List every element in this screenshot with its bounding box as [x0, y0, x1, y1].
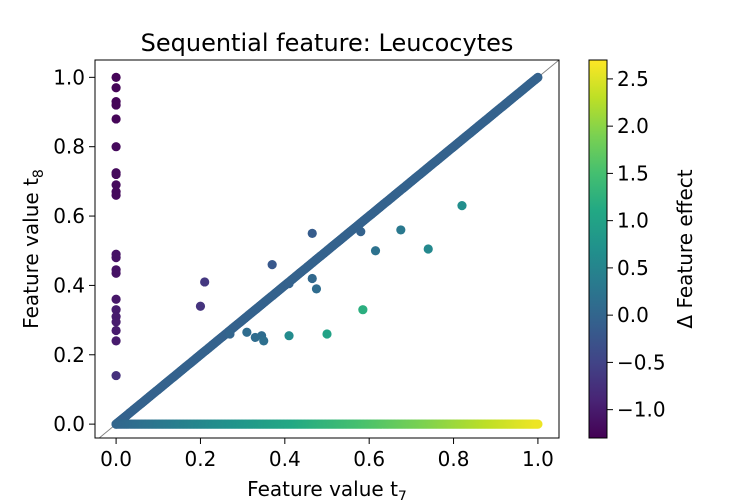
y-axis-label: Feature value t8: [19, 169, 47, 329]
scatter-point: [225, 329, 235, 339]
colorbar-tick-label: 2.0: [617, 114, 649, 138]
x-tick-label: 0.4: [269, 447, 301, 471]
scatter-point: [423, 244, 433, 254]
scatter-point: [307, 273, 317, 284]
y-tick-label: 1.0: [53, 65, 85, 89]
scatter-point: [396, 225, 406, 235]
scatter-point: [259, 336, 269, 346]
x-tick-label: 0.2: [185, 447, 217, 471]
diagonal-point: [533, 72, 543, 82]
column-point: [111, 83, 121, 93]
scatter-point: [457, 201, 467, 211]
colorbar-tick-label: 0.5: [617, 256, 649, 280]
colorbar-ticks: −1.0 −0.5 0.0 0.5 1.0 1.5 2.0 2.5: [607, 67, 666, 422]
x-tick-label: 0.0: [100, 447, 132, 471]
x-tick-label: 1.0: [522, 447, 554, 471]
y-tick-label: 0.2: [53, 343, 85, 367]
column-point: [111, 370, 121, 381]
plot-area: 0.0 0.2 0.4 0.6 0.8 1.0 0.0 0.2 0.4 0.6 0.8 1.0: [53, 59, 560, 471]
column-point: [111, 294, 121, 304]
column-point: [111, 253, 121, 263]
scatter-point: [322, 329, 332, 339]
column-point: [111, 268, 121, 278]
y-tick-label: 0.6: [53, 204, 85, 228]
column-point: [111, 114, 121, 124]
x-tick-label: 0.6: [353, 447, 385, 471]
scatter-point: [307, 228, 317, 238]
column-point: [111, 336, 121, 346]
scatter-point: [267, 260, 277, 270]
scatter-point: [358, 305, 368, 315]
scatter-point: [370, 246, 381, 256]
colorbar-tick-label: 2.5: [617, 67, 649, 91]
colorbar-tick-label: 0.0: [617, 303, 649, 327]
colorbar-tick-label: −0.5: [617, 350, 666, 374]
y-tick-label: 0.4: [53, 273, 85, 297]
colorbar-tick-label: 1.0: [617, 209, 649, 233]
column-point: [111, 317, 121, 327]
x-axis-label: Feature value t7: [247, 477, 407, 500]
column-point: [111, 72, 121, 82]
y-axis-ticks: 0.0 0.2 0.4 0.6 0.8 1.0: [53, 65, 95, 436]
scatter-point: [284, 331, 294, 341]
scatter-point: [242, 327, 252, 337]
scatter-point: [311, 284, 322, 294]
colorbar-tick-label: 1.5: [617, 161, 649, 185]
column-point: [111, 180, 121, 190]
data-points: [111, 72, 543, 429]
colorbar: −1.0 −0.5 0.0 0.5 1.0 1.5 2.0 2.5 Δ Feature eff…: [588, 59, 697, 439]
scatter-point: [284, 279, 294, 289]
colorbar-label: Δ Feature effect: [673, 169, 697, 328]
y-tick-label: 0.0: [53, 412, 85, 436]
x-tick-label: 0.8: [438, 447, 470, 471]
column-point: [111, 100, 121, 110]
column-point: [111, 305, 121, 315]
column-point: [111, 169, 121, 180]
chart-title: Sequential feature: Leucocytes: [141, 29, 514, 57]
scatter-point: [356, 227, 366, 237]
x-axis-label-subscript: 7: [398, 489, 407, 500]
y-tick-label: 0.8: [53, 135, 85, 159]
plot-frame: [94, 59, 560, 439]
colorbar-gradient: [588, 59, 608, 439]
column-point: [111, 325, 121, 336]
scatter-point: [195, 301, 206, 311]
column-point: [111, 142, 121, 152]
colorbar-tick-label: −1.0: [617, 398, 666, 422]
column-point: [111, 190, 121, 200]
y-axis-label-subscript: 8: [31, 169, 47, 178]
x-axis-ticks: 0.0 0.2 0.4 0.6 0.8 1.0: [100, 438, 554, 471]
baseline-point: [533, 419, 543, 429]
scatter-point: [200, 277, 210, 287]
